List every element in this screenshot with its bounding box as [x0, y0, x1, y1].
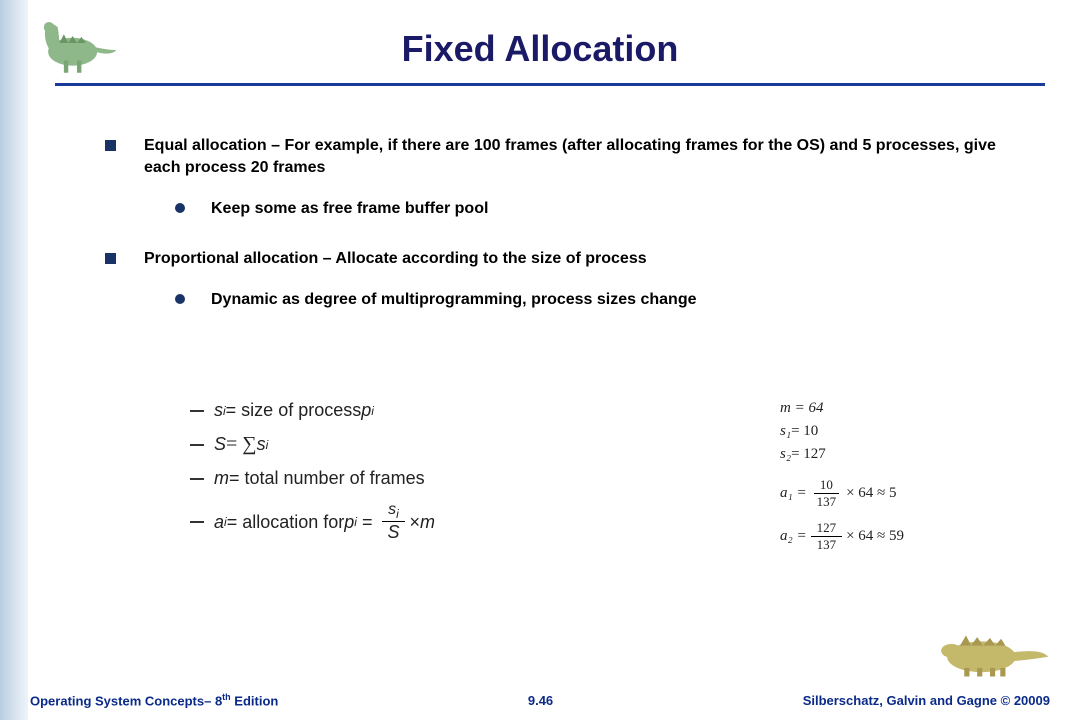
frac-num: 10 [814, 477, 839, 494]
formula-sub: i [266, 438, 269, 452]
formula-var: a [214, 512, 224, 533]
formula-var: p [344, 512, 354, 533]
fraction: 127 137 [811, 520, 843, 553]
dash-icon [190, 478, 204, 480]
formula-var: s [257, 434, 266, 455]
content-area: Equal allocation – For example, if there… [105, 135, 1025, 339]
formula-rhs: = total number of frames [229, 468, 425, 489]
example-2: s₁ = 10 [780, 423, 980, 440]
example-5: a₂ = 127 137 × 64 ≈ 59 [780, 520, 980, 553]
example-tail: × 64 ≈ 59 [846, 528, 904, 545]
formula-var: s [214, 400, 223, 421]
bullet-2-text: Proportional allocation – Allocate accor… [144, 248, 647, 270]
example-lhs: a₁ = [780, 485, 807, 502]
slide-title: Fixed Allocation [0, 28, 1080, 70]
footer: Operating System Concepts– 8th Edition 9… [30, 692, 1050, 708]
frac-den: S [381, 522, 405, 543]
example-tail: × 64 ≈ 5 [846, 485, 896, 502]
footer-sup: th [222, 692, 231, 702]
frac-num-var: s [388, 501, 396, 518]
frac-num: 127 [811, 520, 843, 537]
example-lhs: a₂ = [780, 528, 807, 545]
bullet-2: Proportional allocation – Allocate accor… [105, 248, 1025, 270]
title-rule [55, 83, 1045, 86]
example-3: s₂ = 127 [780, 446, 980, 463]
footer-book: Operating System Concepts– 8 [30, 693, 222, 708]
example-4: a₁ = 10 137 × 64 ≈ 5 [780, 477, 980, 510]
left-stripe [0, 0, 28, 720]
bullet-1-sub-text: Keep some as free frame buffer pool [211, 198, 488, 220]
example-rhs: = 127 [791, 446, 826, 463]
dash-icon [190, 410, 204, 412]
bullet-1-sub: Keep some as free frame buffer pool [175, 198, 1025, 220]
formula-rhs: = allocation for [227, 512, 345, 533]
circle-bullet-icon [175, 294, 185, 304]
formula-1: si = size of process pi [190, 400, 590, 421]
formula-var: m [214, 468, 229, 489]
formula-var: S [214, 434, 226, 455]
dash-icon [190, 444, 204, 446]
example-block: m = 64 s₁ = 10 s₂ = 127 a₁ = 10 137 × 64… [780, 400, 980, 559]
square-bullet-icon [105, 140, 116, 151]
dinosaur-bottom-icon [930, 625, 1050, 680]
dash-icon [190, 521, 204, 523]
frac-den: 137 [811, 537, 843, 553]
bullet-2-sub: Dynamic as degree of multiprogramming, p… [175, 289, 1025, 311]
formula-4: ai = allocation for pi = si S × m [190, 501, 590, 543]
sigma-icon: = ∑ [226, 433, 257, 456]
formula-tail: × [409, 512, 420, 533]
formula-block: si = size of process pi S = ∑ si m = tot… [190, 400, 590, 555]
example-lhs: s₂ [780, 446, 791, 463]
formula-var: m [420, 512, 435, 533]
footer-page: 9.46 [528, 693, 553, 708]
footer-left: Operating System Concepts– 8th Edition [30, 692, 278, 708]
example-1: m = 64 [780, 400, 980, 417]
formula-3: m = total number of frames [190, 468, 590, 489]
equals: = [357, 512, 378, 533]
bullet-1: Equal allocation – For example, if there… [105, 135, 1025, 180]
example-lhs: s₁ [780, 423, 791, 440]
footer-copyright: Silberschatz, Galvin and Gagne © 20009 [803, 693, 1050, 708]
example-text: m = 64 [780, 400, 823, 417]
formula-rhs: = size of process [226, 400, 362, 421]
circle-bullet-icon [175, 203, 185, 213]
square-bullet-icon [105, 253, 116, 264]
fraction: 10 137 [811, 477, 843, 510]
formula-2: S = ∑ si [190, 433, 590, 456]
formula-var: p [361, 400, 371, 421]
bullet-1-text: Equal allocation – For example, if there… [144, 135, 1025, 180]
frac-den: 137 [811, 494, 843, 510]
fraction: si S [381, 501, 405, 543]
formula-sub: i [371, 404, 374, 418]
example-rhs: = 10 [791, 423, 818, 440]
footer-edition: Edition [231, 693, 279, 708]
bullet-2-sub-text: Dynamic as degree of multiprogramming, p… [211, 289, 696, 311]
frac-num-sub: i [396, 507, 399, 521]
